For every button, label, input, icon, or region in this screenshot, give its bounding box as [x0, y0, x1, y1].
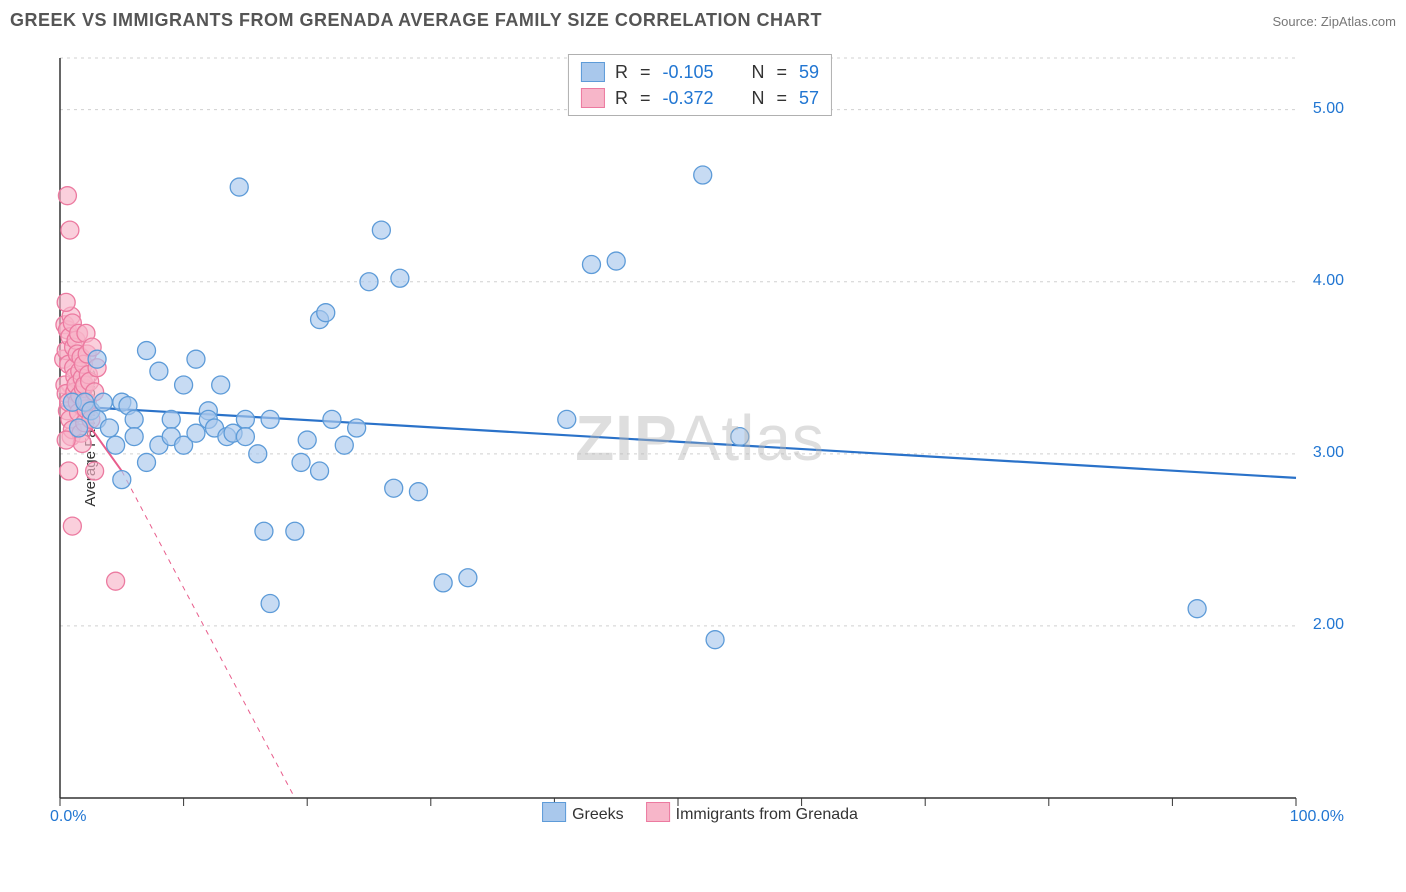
y-tick-label: 2.00	[1313, 616, 1344, 634]
r-value: -0.372	[662, 88, 713, 109]
legend-swatch	[581, 62, 605, 82]
source-credit: Source: ZipAtlas.com	[1272, 14, 1396, 29]
n-value: 57	[799, 88, 819, 109]
x-axis-max-label: 100.0%	[1290, 808, 1344, 826]
series-legend: Greeks Immigrants from Grenada	[542, 802, 858, 824]
r-label: R	[615, 62, 628, 83]
header: GREEK VS IMMIGRANTS FROM GRENADA AVERAGE…	[10, 10, 1396, 31]
legend-swatch	[581, 88, 605, 108]
legend-swatch	[542, 802, 566, 822]
plot-area: Average Family Size ZIPAtlas R=-0.105N=5…	[50, 48, 1350, 828]
n-label: N	[752, 62, 765, 83]
legend-swatch	[646, 802, 670, 822]
x-axis-min-label: 0.0%	[50, 808, 86, 826]
stats-legend: R = -0.105 N = 59 R = -0.372 N = 57	[568, 54, 832, 116]
stats-row: R = -0.372 N = 57	[581, 85, 819, 111]
equals: =	[777, 62, 788, 83]
equals: =	[640, 62, 651, 83]
stats-row: R = -0.105 N = 59	[581, 59, 819, 85]
y-tick-label: 3.00	[1313, 444, 1344, 462]
equals: =	[640, 88, 651, 109]
n-label: N	[752, 88, 765, 109]
legend-label: Greeks	[572, 806, 624, 823]
source-name: ZipAtlas.com	[1321, 14, 1396, 29]
r-value: -0.105	[662, 62, 713, 83]
chart-title: GREEK VS IMMIGRANTS FROM GRENADA AVERAGE…	[10, 10, 822, 31]
r-label: R	[615, 88, 628, 109]
equals: =	[777, 88, 788, 109]
y-tick-label: 5.00	[1313, 100, 1344, 118]
n-value: 59	[799, 62, 819, 83]
legend-item: Greeks	[542, 802, 624, 824]
scatter-plot	[50, 48, 1350, 828]
legend-item: Immigrants from Grenada	[646, 802, 858, 824]
y-tick-label: 4.00	[1313, 272, 1344, 290]
source-prefix: Source:	[1272, 14, 1320, 29]
legend-label: Immigrants from Grenada	[676, 806, 858, 823]
chart-container: GREEK VS IMMIGRANTS FROM GRENADA AVERAGE…	[0, 0, 1406, 892]
